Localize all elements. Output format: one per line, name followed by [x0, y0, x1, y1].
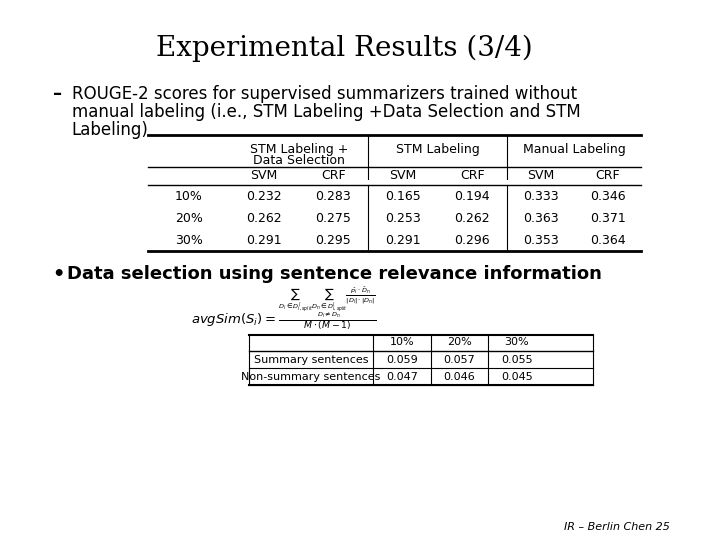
- Text: 0.291: 0.291: [385, 233, 420, 246]
- Text: Summary sentences: Summary sentences: [253, 355, 368, 365]
- Text: STM Labeling +: STM Labeling +: [250, 143, 348, 156]
- Text: Experimental Results (3/4): Experimental Results (3/4): [156, 35, 533, 62]
- Text: 10%: 10%: [390, 337, 414, 347]
- Text: 0.045: 0.045: [501, 372, 533, 382]
- Text: 0.262: 0.262: [246, 212, 282, 225]
- Text: ROUGE-2 scores for supervised summarizers trained without: ROUGE-2 scores for supervised summarizer…: [72, 85, 577, 103]
- Text: CRF: CRF: [460, 169, 485, 182]
- Text: 0.353: 0.353: [523, 233, 559, 246]
- Text: 0.253: 0.253: [385, 212, 420, 225]
- Text: SVM: SVM: [390, 169, 416, 182]
- Text: 0.364: 0.364: [590, 233, 626, 246]
- Text: manual labeling (i.e., STM Labeling +Data Selection and STM: manual labeling (i.e., STM Labeling +Dat…: [72, 103, 580, 121]
- Text: 0.232: 0.232: [246, 190, 282, 202]
- Text: SVM: SVM: [251, 169, 278, 182]
- Text: Data Selection: Data Selection: [253, 154, 345, 167]
- Text: •: •: [53, 265, 65, 284]
- Text: Labeling): Labeling): [72, 121, 148, 139]
- Text: 0.047: 0.047: [386, 372, 418, 382]
- Text: 20%: 20%: [175, 212, 203, 225]
- Text: 0.371: 0.371: [590, 212, 626, 225]
- Text: 0.346: 0.346: [590, 190, 626, 202]
- Text: 0.363: 0.363: [523, 212, 559, 225]
- Text: 0.296: 0.296: [454, 233, 490, 246]
- Text: 0.283: 0.283: [315, 190, 351, 202]
- Text: IR – Berlin Chen 25: IR – Berlin Chen 25: [564, 522, 670, 532]
- Text: 0.291: 0.291: [246, 233, 282, 246]
- Text: –: –: [53, 85, 62, 103]
- Text: $avgSim(S_i) = \frac{\sum_{D_i \in D_{i,split}^l} \sum_{\substack{D_n \in D_{i,s: $avgSim(S_i) = \frac{\sum_{D_i \in D_{i,…: [192, 285, 377, 333]
- Text: Manual Labeling: Manual Labeling: [523, 143, 626, 156]
- Text: 0.046: 0.046: [444, 372, 475, 382]
- Text: 30%: 30%: [504, 337, 529, 347]
- Text: SVM: SVM: [527, 169, 554, 182]
- Text: 0.333: 0.333: [523, 190, 559, 202]
- Text: 0.057: 0.057: [444, 355, 475, 365]
- Text: 0.295: 0.295: [315, 233, 351, 246]
- Text: 0.059: 0.059: [386, 355, 418, 365]
- Text: 0.165: 0.165: [385, 190, 420, 202]
- Text: Non-summary sentences: Non-summary sentences: [241, 372, 381, 382]
- Text: 0.262: 0.262: [454, 212, 490, 225]
- Text: 20%: 20%: [447, 337, 472, 347]
- Text: Data selection using sentence relevance information: Data selection using sentence relevance …: [67, 265, 602, 283]
- Text: 10%: 10%: [175, 190, 203, 202]
- Text: 0.055: 0.055: [501, 355, 533, 365]
- Text: STM Labeling: STM Labeling: [396, 143, 480, 156]
- Text: 0.275: 0.275: [315, 212, 351, 225]
- Text: 30%: 30%: [175, 233, 203, 246]
- Text: 0.194: 0.194: [454, 190, 490, 202]
- Text: CRF: CRF: [321, 169, 346, 182]
- Text: CRF: CRF: [595, 169, 620, 182]
